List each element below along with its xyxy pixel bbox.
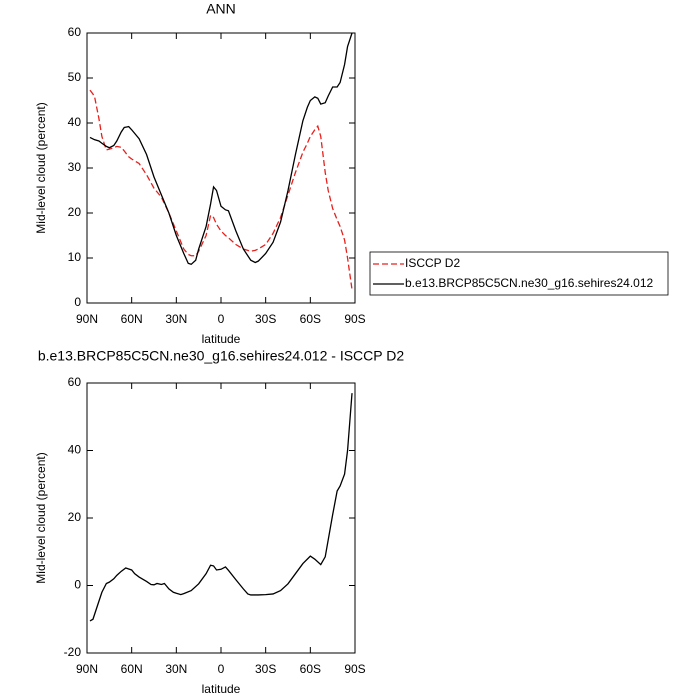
x-tick-label: 60S: [300, 662, 321, 676]
y-tick-label: 0: [74, 578, 81, 592]
x-tick-label: 30N: [165, 312, 187, 326]
x-tick-label: 60S: [300, 312, 321, 326]
y-tick-label: 20: [68, 205, 82, 219]
y-axis-label: Mid-level cloud (percent): [34, 452, 48, 583]
y-tick-label: 0: [74, 295, 81, 309]
y-tick-label: 60: [68, 25, 82, 39]
x-tick-label: 90S: [344, 312, 365, 326]
legend-box: [369, 251, 669, 296]
x-axis-label: latitude: [202, 332, 241, 346]
x-tick-label: 90N: [76, 312, 98, 326]
chart-title: ANN: [206, 1, 236, 17]
y-tick-label: 40: [68, 443, 82, 457]
y-tick-label: 40: [68, 115, 82, 129]
legend-label: b.e13.BRCP85C5CN.ne30_g16.sehires24.012: [405, 276, 653, 290]
x-tick-label: 60N: [121, 662, 143, 676]
data-line: [89, 32, 353, 266]
chart-title: b.e13.BRCP85C5CN.ne30_g16.sehires24.012 …: [38, 348, 405, 364]
x-tick-label: 0: [218, 312, 225, 326]
y-tick-label: 60: [68, 375, 82, 389]
data-line: [89, 89, 353, 290]
x-tick-label: 90S: [344, 662, 365, 676]
x-tick-label: 90N: [76, 662, 98, 676]
plot-frame: [86, 32, 356, 304]
y-axis-label: Mid-level cloud (percent): [34, 102, 48, 233]
y-tick-label: 30: [68, 160, 82, 174]
x-tick-label: 0: [218, 662, 225, 676]
y-tick-label: 10: [68, 250, 82, 264]
x-tick-label: 60N: [121, 312, 143, 326]
plot-frame: [86, 382, 356, 654]
x-tick-label: 30S: [255, 312, 276, 326]
x-axis-label: latitude: [202, 682, 241, 696]
y-tick-label: 20: [68, 510, 82, 524]
y-tick-label: -20: [64, 645, 82, 659]
y-tick-label: 50: [68, 70, 82, 84]
legend-label: ISCCP D2: [405, 256, 460, 270]
data-line: [89, 393, 353, 622]
x-tick-label: 30S: [255, 662, 276, 676]
x-tick-label: 30N: [165, 662, 187, 676]
